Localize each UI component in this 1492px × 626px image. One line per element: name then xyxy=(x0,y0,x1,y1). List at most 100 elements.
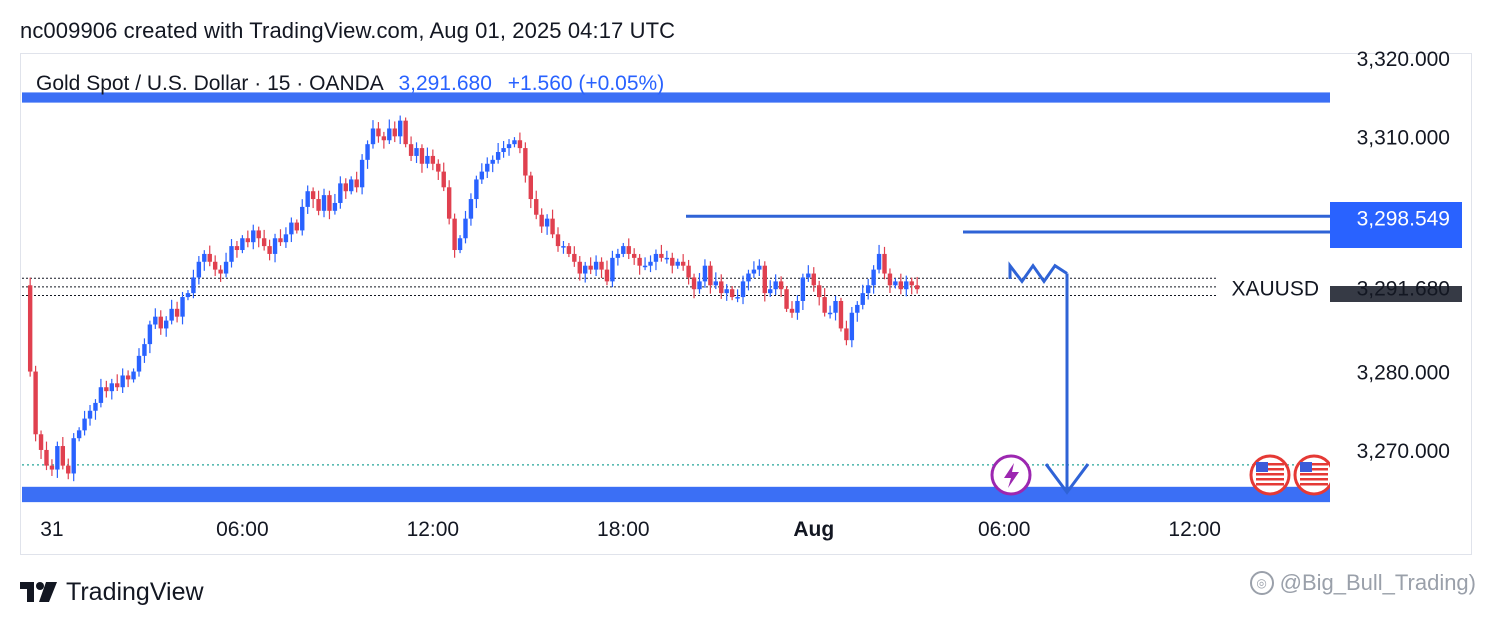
candle[interactable] xyxy=(751,261,757,278)
candle[interactable] xyxy=(327,190,332,220)
candle[interactable] xyxy=(283,227,289,248)
candle[interactable] xyxy=(98,378,104,408)
chart-frame[interactable] xyxy=(20,53,1472,555)
candle[interactable] xyxy=(33,365,38,442)
candle[interactable] xyxy=(621,242,626,258)
candle[interactable] xyxy=(909,277,914,295)
candle[interactable] xyxy=(278,229,283,246)
candle[interactable] xyxy=(60,437,66,470)
candle[interactable] xyxy=(702,259,708,288)
lightning-event-icon[interactable] xyxy=(990,454,1032,496)
candle[interactable] xyxy=(501,141,506,158)
candle[interactable] xyxy=(425,147,430,169)
candle[interactable] xyxy=(713,272,719,290)
candle[interactable] xyxy=(414,142,419,163)
candle[interactable] xyxy=(871,265,876,294)
candle[interactable] xyxy=(860,284,865,310)
candle[interactable] xyxy=(778,276,784,297)
candle[interactable] xyxy=(349,176,354,195)
candle[interactable] xyxy=(153,308,158,329)
candle[interactable] xyxy=(893,278,898,289)
candle[interactable] xyxy=(708,261,713,294)
candle[interactable] xyxy=(457,235,463,254)
candle[interactable] xyxy=(212,255,218,277)
candle[interactable] xyxy=(735,289,740,303)
candle[interactable] xyxy=(261,229,267,251)
candle[interactable] xyxy=(229,239,234,268)
candle[interactable] xyxy=(436,159,441,180)
tradingview-logo[interactable]: TradingView xyxy=(20,576,204,608)
supply-zone-bar[interactable] xyxy=(22,92,1330,103)
candle[interactable] xyxy=(827,305,833,319)
candle[interactable] xyxy=(441,162,446,192)
candle[interactable] xyxy=(599,257,604,278)
candle[interactable] xyxy=(55,441,60,478)
candle[interactable] xyxy=(376,122,381,143)
candle[interactable] xyxy=(474,175,479,209)
candle[interactable] xyxy=(125,370,131,388)
candle[interactable] xyxy=(44,441,49,471)
candle[interactable] xyxy=(370,120,376,149)
candle[interactable] xyxy=(316,190,321,216)
candle[interactable] xyxy=(659,244,664,262)
candle[interactable] xyxy=(310,187,316,209)
candle[interactable] xyxy=(593,255,599,277)
candle[interactable] xyxy=(82,410,87,436)
candle[interactable] xyxy=(610,250,615,288)
candle[interactable] xyxy=(577,256,582,281)
candle[interactable] xyxy=(115,374,120,392)
candle[interactable] xyxy=(746,269,751,291)
candle[interactable] xyxy=(566,242,572,258)
candle[interactable] xyxy=(397,115,403,145)
candle[interactable] xyxy=(267,239,272,261)
candle[interactable] xyxy=(332,193,338,215)
candle[interactable] xyxy=(185,290,191,301)
symbol-title[interactable]: Gold Spot / U.S. Dollar · 15 · OANDA xyxy=(36,72,383,95)
candle[interactable] xyxy=(844,320,849,346)
candle[interactable] xyxy=(686,259,691,285)
candle[interactable] xyxy=(468,193,474,226)
candle[interactable] xyxy=(583,261,588,283)
candle[interactable] xyxy=(430,149,436,171)
candle[interactable] xyxy=(354,171,359,193)
candle[interactable] xyxy=(615,248,621,266)
candle[interactable] xyxy=(174,301,180,323)
candle[interactable] xyxy=(387,119,392,145)
candle[interactable] xyxy=(321,188,327,218)
candle[interactable] xyxy=(811,267,816,292)
candle[interactable] xyxy=(446,180,452,225)
candle[interactable] xyxy=(294,219,300,234)
candle[interactable] xyxy=(207,245,212,267)
candle[interactable] xyxy=(93,399,98,420)
candle[interactable] xyxy=(343,178,348,199)
candle[interactable] xyxy=(561,241,566,254)
candle[interactable] xyxy=(300,199,305,236)
candle[interactable] xyxy=(169,299,174,325)
candle[interactable] xyxy=(822,288,827,317)
projection-zigzag[interactable] xyxy=(1008,261,1068,284)
candle[interactable] xyxy=(71,433,76,482)
candle[interactable] xyxy=(588,257,593,275)
candle[interactable] xyxy=(245,230,251,248)
candle[interactable] xyxy=(131,368,136,383)
candle[interactable] xyxy=(512,137,517,148)
candle[interactable] xyxy=(272,233,278,263)
candle[interactable] xyxy=(218,265,223,282)
candle[interactable] xyxy=(359,154,365,195)
candle[interactable] xyxy=(539,208,544,233)
candle[interactable] xyxy=(914,276,920,294)
candle[interactable] xyxy=(305,185,310,214)
candle[interactable] xyxy=(251,224,256,250)
candle[interactable] xyxy=(256,226,261,248)
target-zone-bar[interactable] xyxy=(22,486,1330,503)
candle[interactable] xyxy=(762,261,767,302)
candle[interactable] xyxy=(223,252,229,278)
resistance-price-tag[interactable] xyxy=(1330,202,1462,248)
candle[interactable] xyxy=(691,273,697,299)
candle[interactable] xyxy=(637,254,642,275)
candle[interactable] xyxy=(381,131,387,149)
candle[interactable] xyxy=(523,142,528,183)
candle[interactable] xyxy=(882,246,887,280)
candle[interactable] xyxy=(795,295,800,320)
candle[interactable] xyxy=(675,258,680,269)
